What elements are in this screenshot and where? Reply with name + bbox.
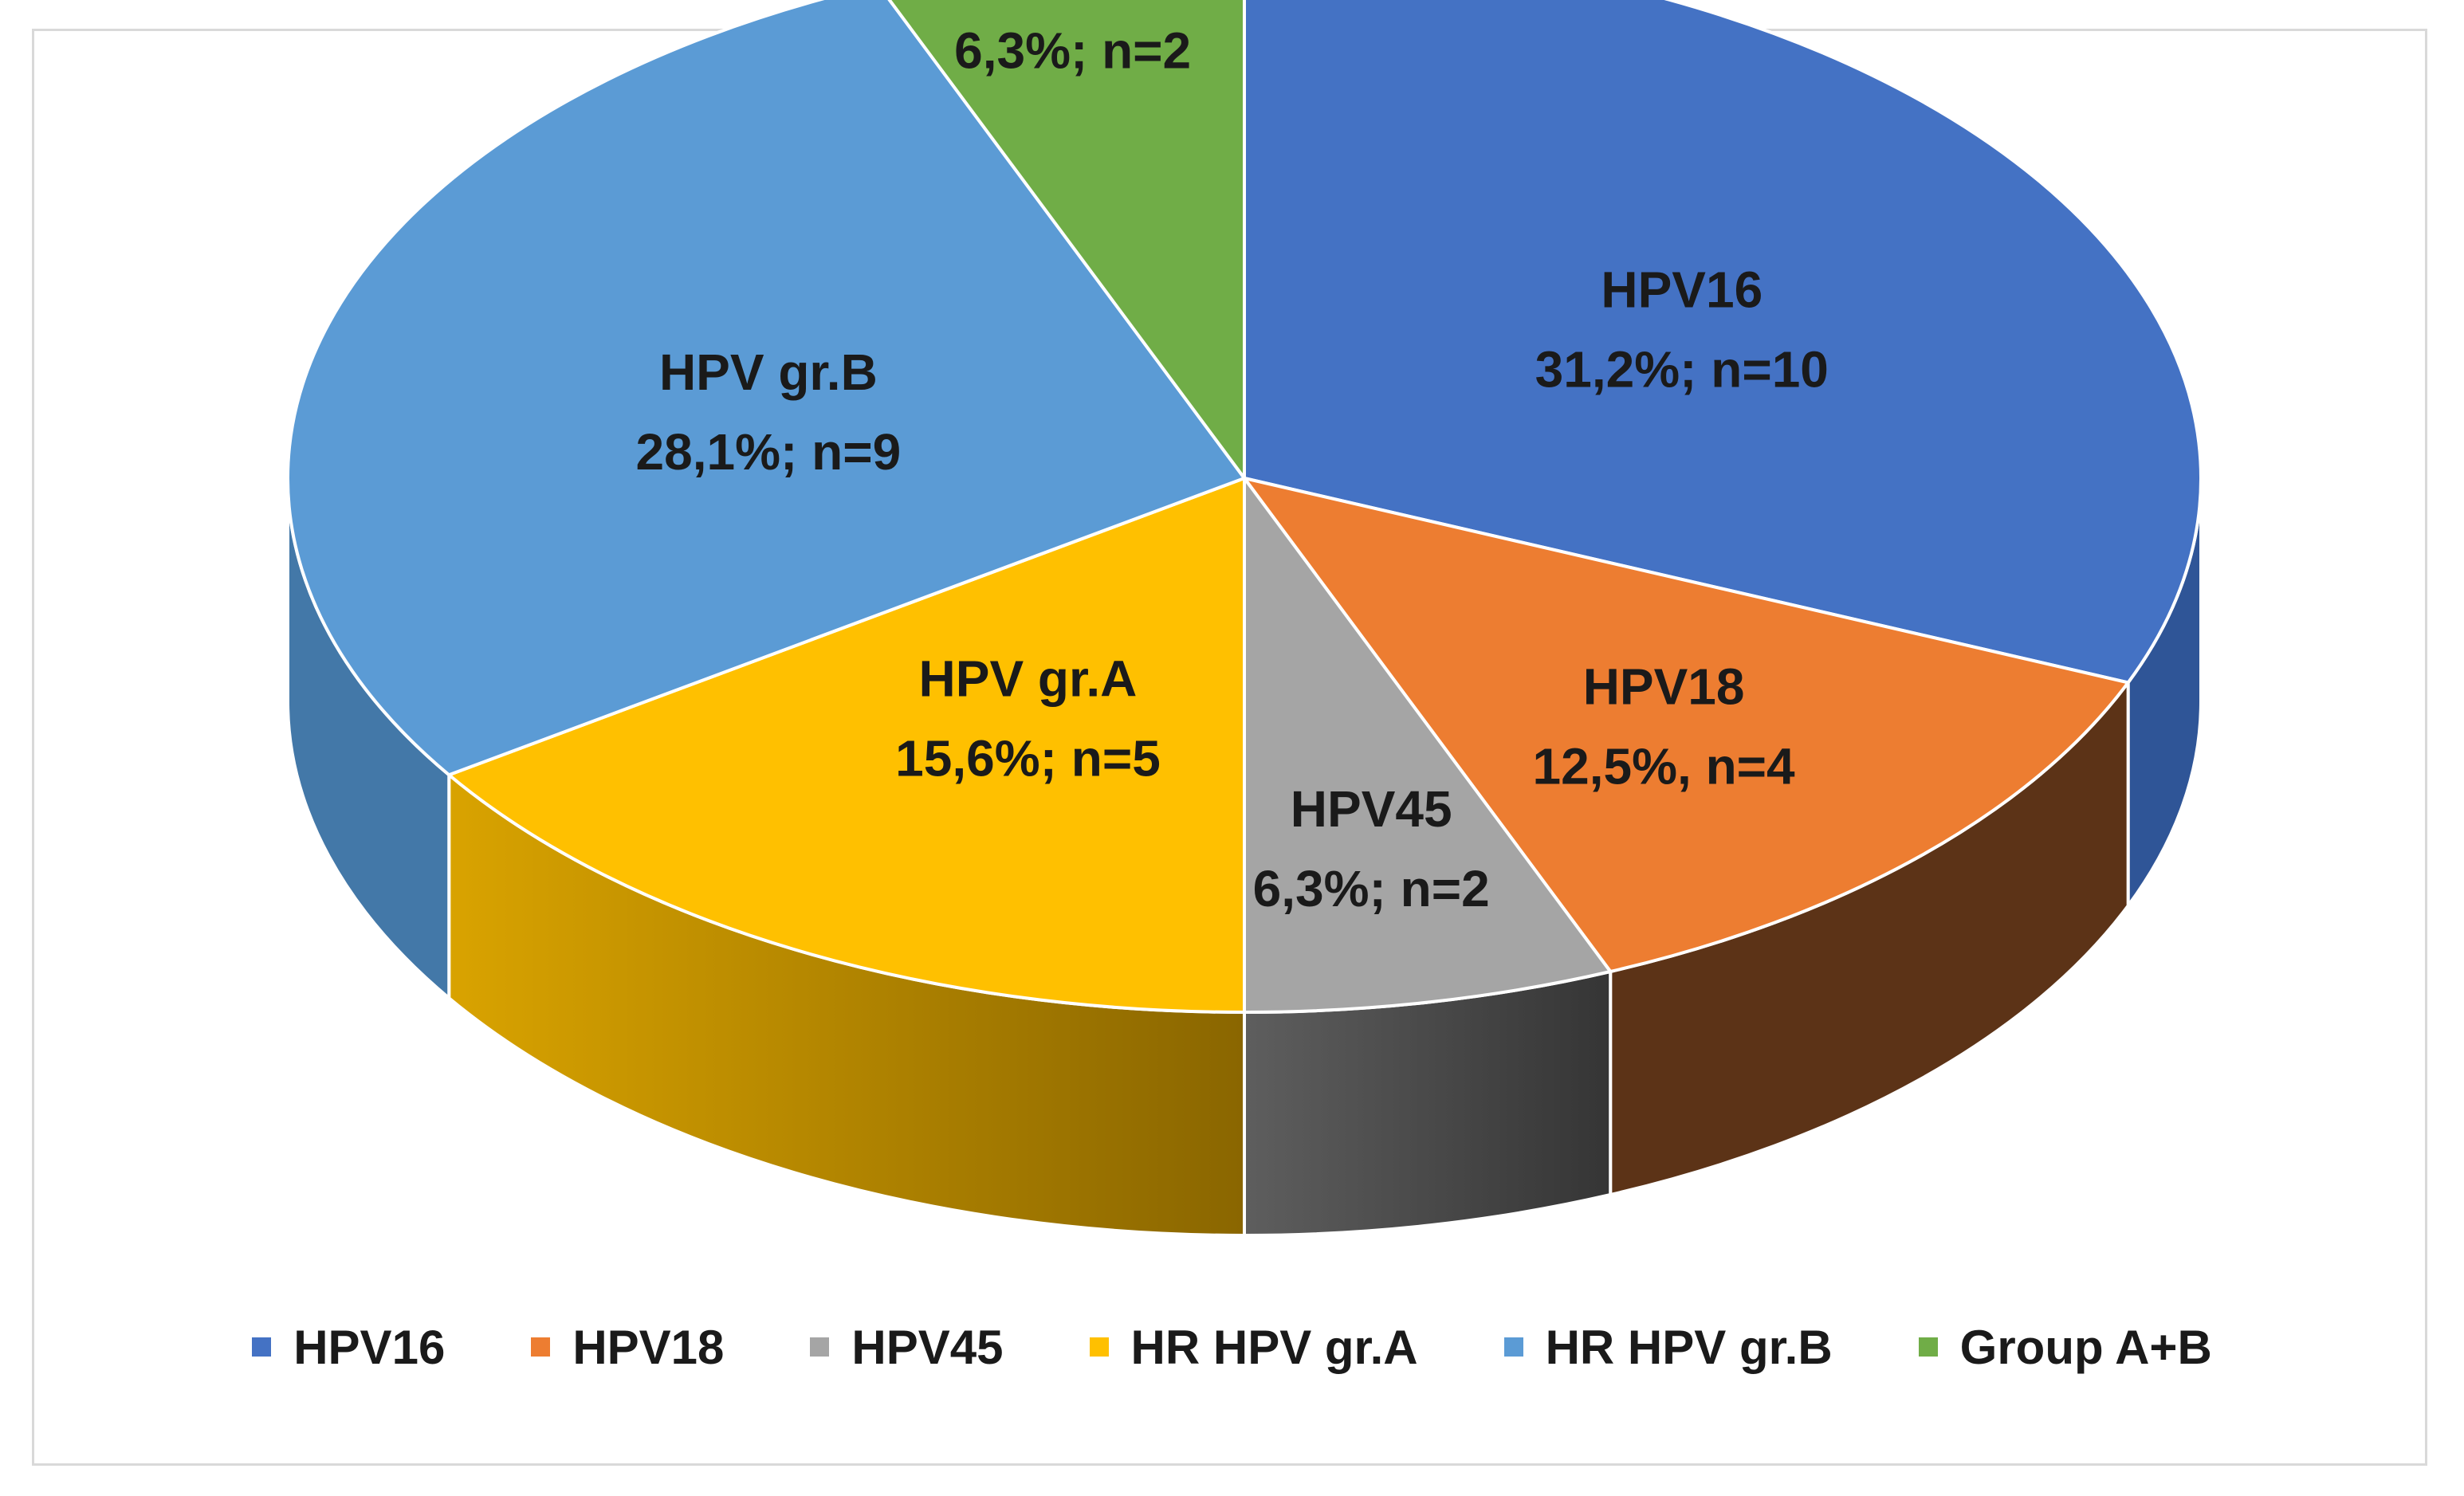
legend-swatch [531, 1337, 551, 1357]
legend-item[interactable]: HPV16 [252, 1320, 445, 1375]
data-label-name: HPV18 [1583, 658, 1745, 716]
legend-label: HPV45 [851, 1320, 1004, 1374]
legend-item[interactable]: HPV18 [531, 1320, 724, 1375]
data-label-value: 15,6%; n=5 [895, 730, 1161, 787]
legend-label: HR HPV gr.A [1130, 1320, 1418, 1374]
legend-label: HPV18 [572, 1320, 725, 1374]
pie-slice-group-a-b[interactable] [878, 0, 1246, 480]
legend-label: HR HPV gr.B [1545, 1320, 1833, 1374]
legend-item[interactable]: HR HPV gr.B [1503, 1320, 1833, 1375]
pie-tops [286, 0, 2203, 1014]
legend-swatch [1089, 1337, 1109, 1357]
pie-slice-hpv16[interactable] [1243, 0, 2203, 685]
legend-swatch [1918, 1337, 1938, 1357]
legend-swatch [1503, 1337, 1523, 1357]
data-label-name: HPV45 [1291, 780, 1452, 838]
data-label-value: 12,5%, n=4 [1533, 738, 1796, 795]
legend-item[interactable]: HR HPV gr.A [1089, 1320, 1418, 1375]
legend-label: HPV16 [293, 1320, 446, 1374]
pie-slice-hpv18[interactable] [1243, 477, 2130, 973]
pie-slice-hpv45[interactable] [1243, 477, 1613, 1014]
data-label-name: HPV gr.B [659, 344, 878, 401]
legend: HPV16 HPV18 HPV45 HR HPV gr.A HR HPV gr.B Gro… [0, 1307, 2464, 1387]
data-label-value: 31,2%; n=10 [1535, 340, 1829, 398]
pie-slice-hr-hpv-gr-a[interactable] [447, 477, 1246, 1014]
legend-swatch [810, 1337, 830, 1357]
data-label-name: HPV16 [1601, 261, 1763, 318]
data-label-name: HPV gr.A [919, 650, 1138, 708]
legend-label: Group A+B [1959, 1320, 2212, 1374]
pie-slice-hr-hpv-gr-b[interactable] [286, 0, 1246, 777]
legend-swatch [252, 1337, 272, 1357]
pie-labels: HPV16 31,2%; n=10 HPV18 12,5%, n=4 HPV45 6,3%… [636, 22, 1829, 917]
data-label-value: 28,1%; n=9 [636, 423, 902, 481]
legend-item[interactable]: HPV45 [810, 1320, 1004, 1375]
data-label-value: 6,3%; n=2 [1253, 860, 1490, 917]
data-label-value: 6,3%; n=2 [954, 22, 1191, 79]
legend-item[interactable]: Group A+B [1918, 1320, 2212, 1375]
pie-sides [286, 477, 2203, 1238]
